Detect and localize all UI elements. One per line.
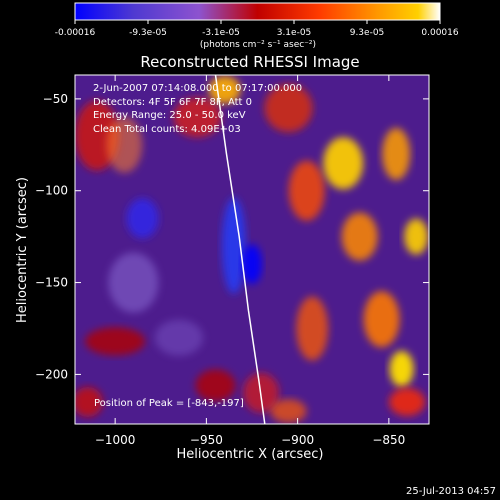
heatmap-blob bbox=[106, 116, 143, 173]
heatmap-blob bbox=[173, 97, 222, 138]
annotation-energy-range: Energy Range: 25.0 - 50.0 keV bbox=[93, 110, 246, 121]
y-tick-label: −150 bbox=[35, 276, 68, 290]
colorbar-tick-label: -0.00016 bbox=[55, 28, 96, 38]
heatmap-blob bbox=[323, 137, 364, 190]
footer-timestamp: 25-Jul-2013 04:57 bbox=[406, 486, 496, 497]
annotation-time-range: 2-Jun-2007 07:14:08.000 to 07:17:00.000 bbox=[93, 83, 302, 94]
colorbar-group: -0.00016 -9.3e-05 -3.1e-05 3.1e-05 9.3e-05 0.… bbox=[55, 2, 459, 50]
x-tick-label: −950 bbox=[190, 433, 223, 447]
colorbar-tick-label: -3.1e-05 bbox=[202, 28, 240, 38]
heatmap-blob bbox=[389, 388, 426, 416]
heatmap-blob bbox=[270, 399, 307, 424]
annotation-total-counts: Clean Total counts: 4.09E+03 bbox=[93, 124, 241, 135]
colorbar-tick-label: 0.00016 bbox=[421, 28, 458, 38]
annotations: 2-Jun-2007 07:14:08.000 to 07:17:00.000 … bbox=[93, 83, 302, 409]
annotation-detectors: Detectors: 4F 5F 6F 7F 8F, Att 0 bbox=[93, 97, 252, 108]
x-tick-label: −900 bbox=[281, 433, 314, 447]
heatmap-blob bbox=[404, 218, 429, 255]
heatmap-blob bbox=[264, 84, 313, 133]
heatmap-layer bbox=[75, 75, 429, 424]
heatmap-blob bbox=[126, 198, 159, 239]
colorbar-ticks: -0.00016 -9.3e-05 -3.1e-05 3.1e-05 9.3e-05 0.… bbox=[55, 20, 459, 38]
x-axis-label: Heliocentric X (arcsec) bbox=[177, 447, 324, 462]
heatmap-blob bbox=[382, 128, 411, 180]
chart-title: Reconstructed RHESSI Image bbox=[140, 53, 359, 71]
annotation-peak-position: Position of Peak = [-843,-197] bbox=[94, 398, 244, 409]
heatmap-blob bbox=[242, 244, 262, 285]
heatmap-blob bbox=[341, 212, 378, 261]
y-axis-label: Heliocentric Y (arcsec) bbox=[15, 177, 30, 323]
colorbar bbox=[74, 2, 441, 21]
x-axis-ticks: −1000 −950 −900 −850 bbox=[95, 75, 405, 447]
heatmap-blob bbox=[363, 291, 400, 348]
colorbar-tick-label: -9.3e-05 bbox=[129, 28, 167, 38]
y-axis-ticks: −50 −100 −150 −200 bbox=[35, 92, 429, 381]
heatmap-blob bbox=[75, 387, 103, 417]
solar-limb-curve bbox=[214, 74, 266, 425]
heatmap-blob bbox=[221, 197, 246, 294]
heatmap-blob bbox=[108, 252, 159, 313]
heatmap-blob bbox=[195, 369, 236, 402]
heatmap-blob bbox=[296, 296, 329, 361]
heatmap-blob bbox=[389, 350, 414, 387]
plot-frame bbox=[74, 74, 430, 425]
heatmap-blob bbox=[85, 327, 146, 356]
y-tick-label: −100 bbox=[35, 184, 68, 198]
heatmap-blob bbox=[155, 319, 203, 356]
x-tick-label: −1000 bbox=[95, 433, 136, 447]
x-tick-label: −850 bbox=[372, 433, 405, 447]
heatmap-blob bbox=[288, 160, 325, 221]
colorbar-unit-label: (photons cm⁻² s⁻¹ asec⁻²) bbox=[200, 40, 316, 50]
colorbar-tick-label: 9.3e-05 bbox=[350, 28, 385, 38]
colorbar-tick-label: 3.1e-05 bbox=[277, 28, 312, 38]
y-tick-label: −200 bbox=[35, 367, 68, 381]
y-tick-label: −50 bbox=[43, 92, 68, 106]
